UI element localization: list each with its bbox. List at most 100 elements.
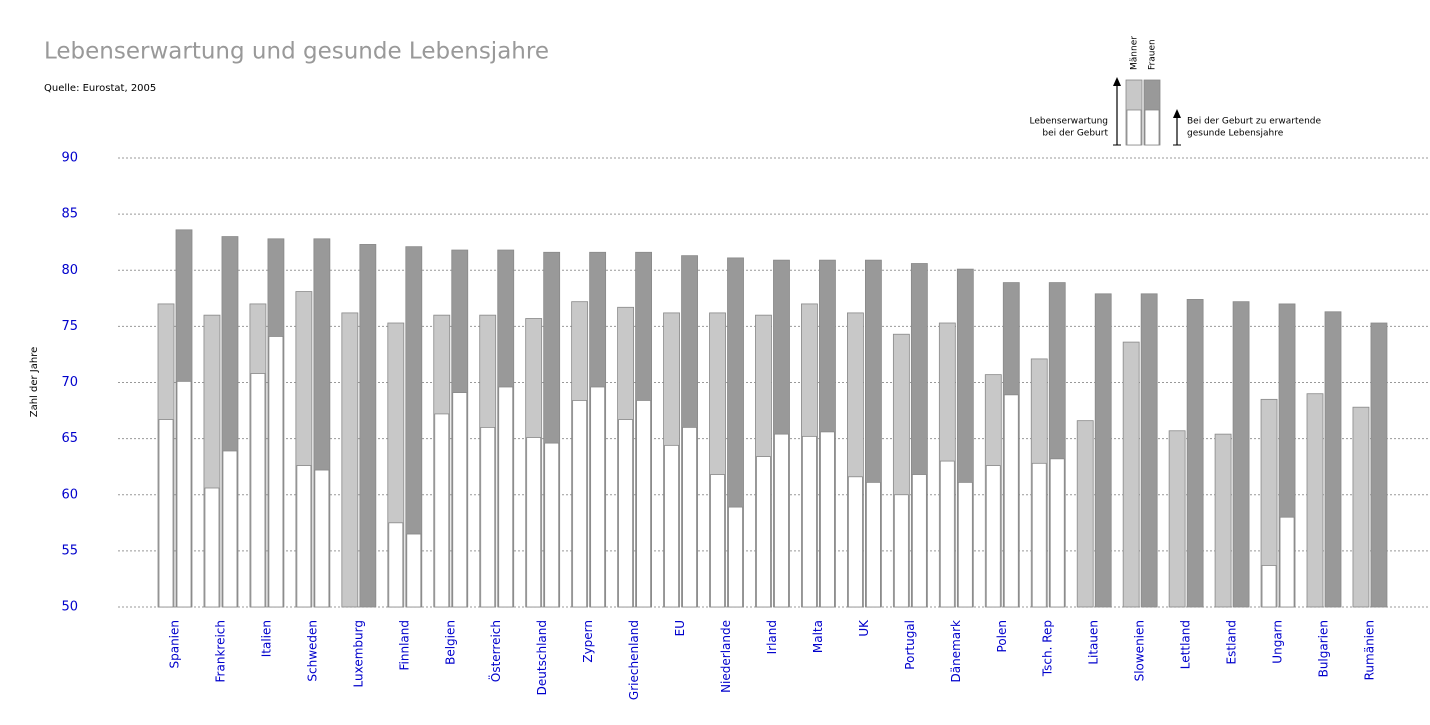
healthy-bar (434, 413, 450, 608)
chart-title: Lebenserwartung und gesunde Lebensjahre (44, 39, 549, 65)
y-tick-label: 80 (61, 263, 78, 278)
bar (1168, 430, 1186, 608)
legend-arrowhead (1173, 109, 1181, 118)
legend-label: Frauen (1148, 39, 1158, 70)
healthy-bar (388, 522, 404, 608)
healthy-bar (544, 442, 560, 608)
x-tick-label: Lettland (1179, 620, 1193, 669)
x-tick-label: Portugal (903, 620, 917, 670)
bar (1122, 341, 1140, 608)
y-tick-label: 85 (61, 207, 78, 222)
legend-text: Bei der Geburt zu erwartende (1187, 117, 1321, 127)
x-tick-label: Ungarn (1271, 620, 1285, 664)
x-tick-label: Polen (995, 620, 1009, 652)
legend-text: gesunde Lebensjahre (1187, 129, 1284, 139)
bar (1076, 420, 1094, 608)
healthy-bar (222, 450, 238, 608)
x-tick-label: Irland (765, 620, 779, 654)
x-tick-label: Luxemburg (351, 620, 365, 687)
x-tick-label: Italien (259, 620, 273, 657)
healthy-bar (480, 426, 496, 608)
x-tick-label: Belgien (443, 620, 457, 665)
bar (1232, 301, 1250, 608)
x-tick-label: Rumänien (1362, 620, 1376, 680)
y-tick-label: 65 (61, 431, 78, 446)
healthy-bar (176, 380, 192, 608)
healthy-bar (682, 426, 697, 608)
healthy-bar (893, 494, 909, 608)
healthy-bar (314, 469, 330, 608)
x-tick-label: Tsch. Rep (1041, 620, 1055, 677)
healthy-bar (1003, 394, 1019, 608)
x-tick-label: Estland (1225, 620, 1239, 664)
x-tick-label: Niederlande (719, 620, 733, 693)
y-tick-label: 50 (61, 600, 78, 615)
x-tick-label: EU (673, 620, 687, 636)
healthy-bar (296, 465, 312, 608)
y-axis-label: Zahl der Jahre (29, 347, 40, 418)
y-tick-label: 55 (61, 543, 78, 558)
healthy-bar (268, 336, 284, 608)
bar (341, 312, 359, 608)
healthy-bar (957, 482, 973, 608)
y-tick-label: 75 (61, 319, 78, 334)
x-tick-label: Frankreich (213, 620, 227, 682)
healthy-bar (664, 444, 679, 608)
healthy-bar (250, 373, 266, 608)
x-tick-label: Deutschland (535, 620, 549, 695)
healthy-bar (1031, 462, 1047, 608)
healthy-bar (572, 400, 588, 608)
x-tick-label: Slowenien (1133, 620, 1147, 681)
healthy-bar (939, 460, 955, 608)
bar (1214, 433, 1232, 608)
legend-arrowhead (1113, 77, 1121, 86)
x-tick-label: Österreich (487, 620, 503, 682)
healthy-bar (911, 474, 927, 608)
x-tick-label: Schweden (305, 620, 319, 682)
healthy-bar (1279, 516, 1295, 608)
healthy-bar (498, 386, 514, 608)
healthy-bar (526, 437, 542, 608)
healthy-bar (618, 419, 633, 608)
y-tick-label: 90 (61, 151, 78, 166)
bar (359, 244, 377, 608)
healthy-bar (848, 476, 863, 608)
healthy-bar (406, 533, 422, 608)
bar (1140, 293, 1158, 608)
legend-healthy-swatch (1126, 109, 1142, 146)
x-tick-label: Griechenland (627, 620, 641, 700)
legend-text: Lebenserwartung (1030, 117, 1109, 127)
x-tick-label: Zypern (581, 620, 595, 663)
x-tick-label: UK (857, 619, 871, 637)
healthy-bar (820, 431, 835, 608)
bar (1352, 406, 1370, 608)
healthy-bar (802, 435, 817, 608)
x-tick-label: Malta (811, 620, 825, 653)
x-tick-label: Finnland (397, 620, 411, 670)
healthy-bar (756, 456, 771, 608)
x-tick-label: Bulgarien (1317, 620, 1331, 677)
legend-label: Männer (1130, 36, 1140, 70)
bar (1324, 311, 1342, 608)
legend-healthy-swatch (1144, 109, 1160, 146)
healthy-bar (1261, 565, 1277, 608)
healthy-bar (158, 419, 174, 608)
healthy-bar (710, 474, 725, 608)
healthy-bar (866, 482, 881, 608)
y-tick-label: 60 (61, 487, 78, 502)
healthy-bar (636, 400, 651, 608)
x-tick-label: Spanien (168, 620, 182, 669)
x-tick-label: Dänemark (949, 620, 963, 683)
bar (1370, 322, 1388, 608)
healthy-bar (728, 506, 743, 608)
bar (1186, 299, 1204, 608)
healthy-bar (774, 433, 789, 608)
healthy-bar (985, 465, 1001, 608)
bar (1306, 393, 1324, 608)
legend-text: bei der Geburt (1042, 129, 1108, 139)
healthy-bar (1049, 458, 1065, 608)
healthy-bar (590, 386, 606, 608)
x-tick-label: Litauen (1087, 620, 1101, 665)
y-tick-label: 70 (61, 375, 78, 390)
